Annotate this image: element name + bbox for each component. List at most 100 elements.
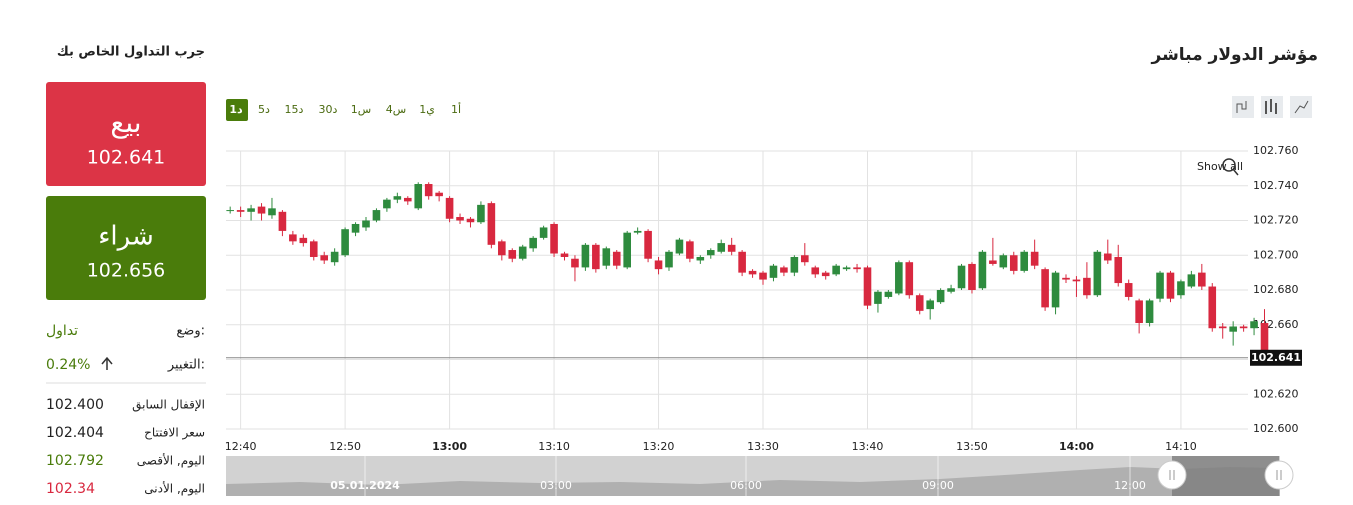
line-chart-button[interactable] <box>1232 96 1254 118</box>
row-value: 102.400 <box>46 397 104 413</box>
row-value: 102.792 <box>46 453 104 469</box>
navigator-window <box>1172 456 1279 496</box>
candle-body <box>874 291 882 304</box>
plot: 102.600102.620102.640102.660102.680102.7… <box>225 144 1302 453</box>
candle-body <box>1124 283 1133 297</box>
candle-body <box>1103 253 1112 261</box>
buy-button[interactable] <box>46 196 206 300</box>
timeframe-button[interactable]: 5د <box>258 103 270 116</box>
navigator-date: 05.01.2024 <box>330 479 400 492</box>
timeframe-button[interactable]: 1د <box>229 103 243 116</box>
candle-body <box>602 248 611 266</box>
timeframe-button[interactable]: 1س <box>351 103 371 116</box>
up-arrow-icon <box>101 356 113 370</box>
price-label-bg <box>1250 349 1302 366</box>
status-value: تداول <box>46 323 78 339</box>
candle-body <box>811 267 820 275</box>
icon <box>1169 470 1175 480</box>
candle-body <box>1166 272 1175 299</box>
candle-body <box>1135 300 1143 324</box>
change-label: التغيير: <box>167 358 205 373</box>
row-label: اليوم, الأدنى <box>144 481 205 497</box>
candle-body <box>477 204 485 223</box>
x-tick-label: 13:10 <box>538 440 570 453</box>
row-label: سعر الافتتاح <box>144 426 205 441</box>
candle-body <box>1177 281 1185 296</box>
navigator-handle[interactable] <box>1264 460 1294 490</box>
candle-body <box>268 208 276 216</box>
candle-body <box>424 184 433 197</box>
candle-body <box>999 255 1008 268</box>
candle-body <box>236 210 245 212</box>
y-tick-label: 102.700 <box>1253 248 1299 261</box>
candle-body <box>926 300 934 310</box>
candle-body <box>905 262 914 296</box>
navigator-time: 06:00 <box>730 479 762 492</box>
x-tick-label: 13:40 <box>852 440 884 453</box>
timeframe-button[interactable]: 4س <box>386 103 406 116</box>
candle-body <box>1041 269 1049 308</box>
x-tick-label: 12:50 <box>329 440 361 453</box>
navigator-time: 12:00 <box>1114 479 1146 492</box>
candle-body <box>936 290 945 303</box>
candle-body <box>466 218 475 223</box>
candle-body <box>309 241 318 257</box>
timeframe-button[interactable]: 15د <box>285 103 304 116</box>
x-tick-label: 13:50 <box>956 440 988 453</box>
y-tick-label: 102.680 <box>1253 283 1299 296</box>
x-tick-label: 13:00 <box>432 440 467 453</box>
show-all[interactable]: Show all <box>1197 160 1243 173</box>
sell-button[interactable] <box>46 82 206 186</box>
timeframe-selected-bg <box>226 99 248 121</box>
row-value: 102.404 <box>46 425 104 441</box>
candle-body <box>612 251 621 266</box>
buy-price: 102.656 <box>87 260 166 282</box>
x-tick-label: 12:40 <box>225 440 257 453</box>
candle-body <box>1051 272 1060 308</box>
candle-body <box>1250 321 1258 329</box>
navigator-grid <box>364 456 1131 496</box>
candle-body <box>654 260 663 270</box>
candle-body <box>978 251 987 289</box>
candle-body <box>759 272 767 280</box>
candle-body <box>853 267 861 270</box>
side-title: جرب التداول الخاص بك <box>57 45 205 60</box>
candle-body <box>372 210 381 221</box>
x-tick-label: 14:10 <box>1165 440 1197 453</box>
candle-body <box>560 253 569 257</box>
candle-body <box>1218 326 1227 329</box>
candle-body <box>571 258 579 268</box>
candle-body <box>633 230 642 233</box>
sell-label: بيع <box>110 106 141 139</box>
candle-body <box>790 256 799 273</box>
candle-body <box>706 250 715 256</box>
timeframe-bar: 1د 5د 15د 30د 1س 4س 1ي 1أ <box>226 99 461 121</box>
chart-type-buttons <box>1232 96 1312 118</box>
candle-body <box>727 244 736 252</box>
candle-body <box>226 210 234 212</box>
candle-body <box>518 246 527 259</box>
candle-body <box>456 217 464 221</box>
sell-price: 102.641 <box>87 147 166 169</box>
row-value: 102.34 <box>46 481 95 497</box>
candle-body <box>895 262 903 294</box>
y-tick-label: 102.760 <box>1253 144 1299 157</box>
candle-body <box>278 211 287 231</box>
candle-body <box>842 267 851 270</box>
candle-body <box>592 244 600 270</box>
candle-body <box>1198 272 1206 287</box>
timeframe-button[interactable]: 1أ <box>451 102 461 116</box>
candle-body <box>832 265 840 275</box>
candle-body <box>1187 274 1196 287</box>
y-tick-label: 102.600 <box>1253 422 1299 435</box>
timeframe-button[interactable]: 1ي <box>419 103 435 116</box>
navigator-time: 03:00 <box>540 479 572 492</box>
candle-body <box>957 265 966 289</box>
candle-body <box>1208 286 1217 329</box>
navigator-times: 03:00 06:00 09:00 12:00 <box>540 479 1146 492</box>
navigator-handle[interactable] <box>1157 460 1187 490</box>
timeframe-button[interactable]: 30د <box>319 103 338 116</box>
x-tick-label: 14:00 <box>1059 440 1094 453</box>
page-title: مؤشر الدولار مباشر <box>1151 45 1319 65</box>
candle-body <box>1229 326 1237 332</box>
